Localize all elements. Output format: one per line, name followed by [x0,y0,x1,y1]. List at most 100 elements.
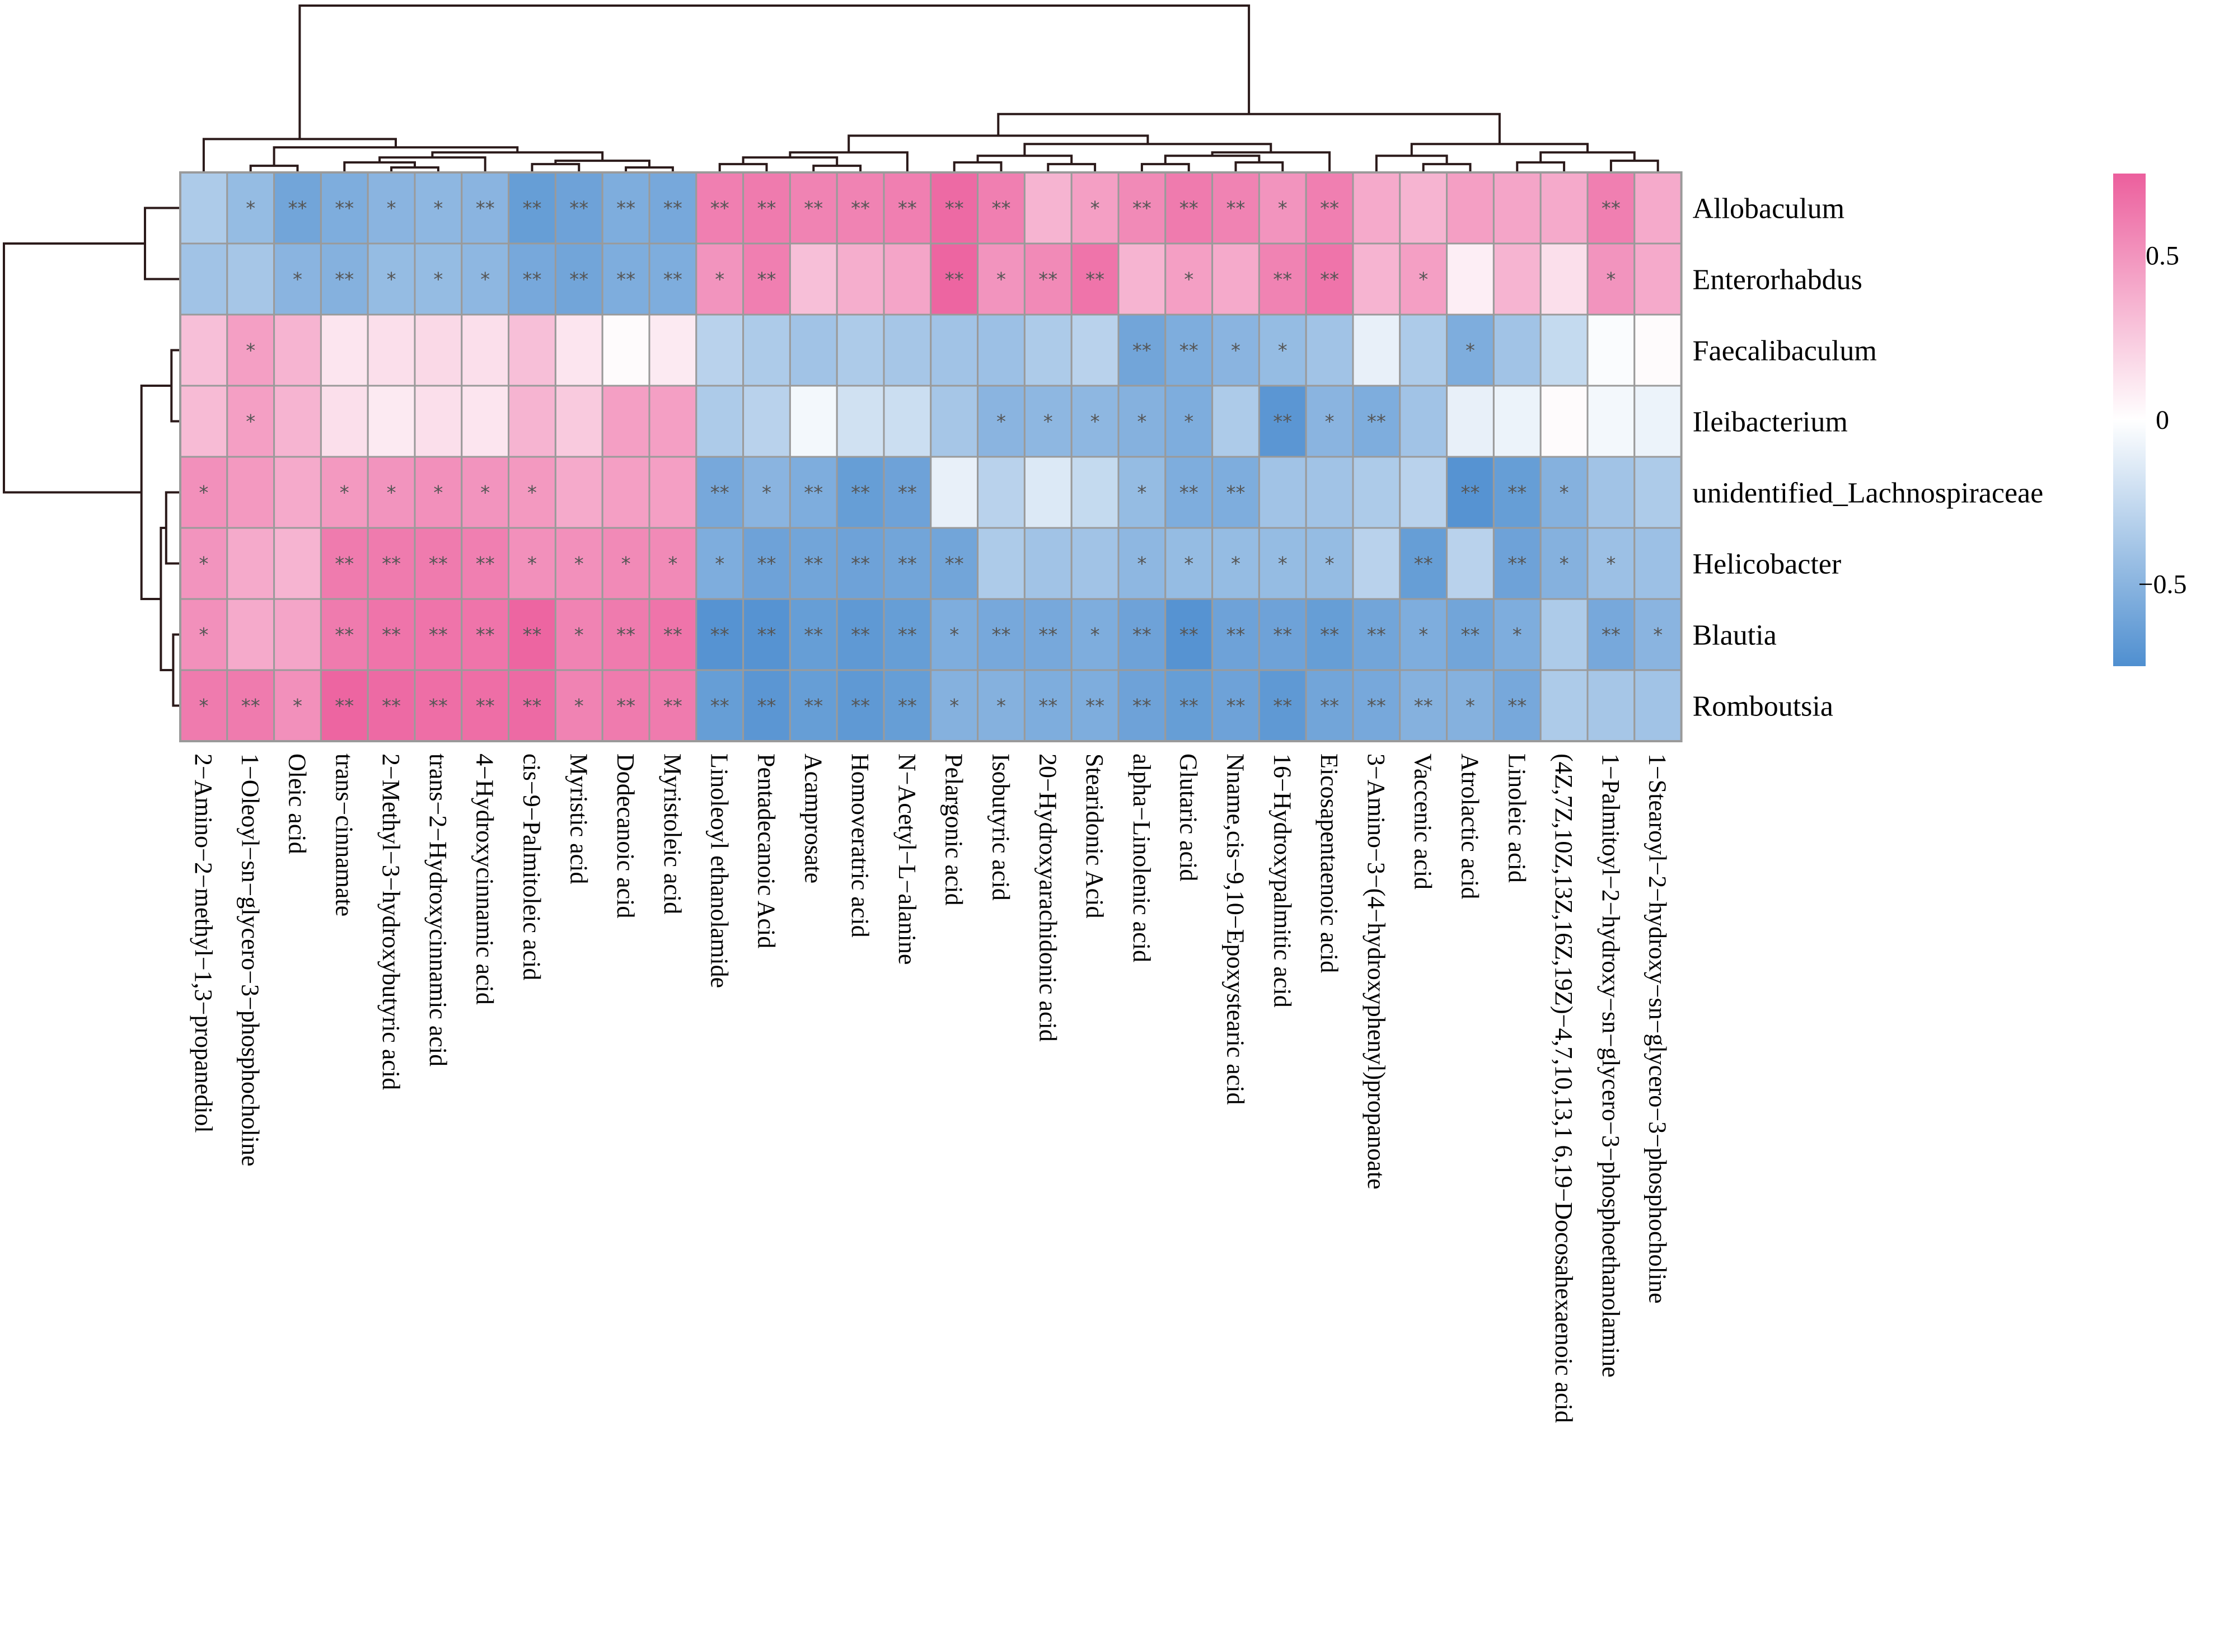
significance-mark: * [1231,340,1240,362]
heatmap-cell [977,669,1026,742]
heatmap-cell [1211,669,1260,742]
significance-mark: * [1184,269,1193,291]
significance-mark: ** [382,624,401,647]
heatmap-cell [273,313,322,387]
row-label: Allobaculum [1693,193,1845,225]
significance-mark: * [949,695,959,718]
significance-mark: ** [1461,482,1480,504]
significance-mark: ** [757,198,776,220]
significance-mark: ** [476,198,495,220]
significance-mark: ** [710,695,729,718]
heatmap-cell [1258,385,1307,458]
heatmap-cell [1586,669,1636,742]
heatmap-cell [226,598,275,671]
heatmap-cell [1399,385,1448,458]
significance-mark: ** [1179,340,1198,362]
heatmap-cell [1070,527,1120,600]
heatmap-cell [1258,171,1307,245]
heatmap-cell [1117,669,1167,742]
heatmap-cell [1399,669,1448,742]
heatmap-cell [648,385,697,458]
significance-mark: ** [616,624,635,647]
significance-mark: ** [1038,269,1057,291]
heatmap-cell [1539,242,1589,316]
significance-mark: * [1466,695,1475,718]
significance-mark: ** [288,198,307,220]
heatmap-cell [1539,385,1589,458]
significance-mark: * [1090,411,1100,433]
column-label: 1−Oleoyl−sn−glycero−3−phosphocholine [237,754,264,1167]
legend-tick-label: 0.5 [2146,241,2179,271]
heatmap-cell [1352,171,1401,245]
significance-mark: * [1606,269,1616,291]
row-labels: Allobaculum Enterorhabdus Faecalibaculum Il… [1693,193,2044,723]
heatmap-cell [1023,171,1073,245]
significance-mark: ** [429,553,448,575]
significance-mark: ** [476,624,495,647]
row-label: Blautia [1693,620,1777,652]
heatmap-cell [367,669,416,742]
column-label: 2−Amino−2−methyl−1,3−propanediol [190,754,217,1133]
significance-mark: ** [851,695,870,718]
significance-mark: * [996,695,1006,718]
heatmap-cell [695,456,745,529]
significance-mark: * [1278,553,1287,575]
heatmap-cell [1399,598,1448,671]
heatmap-cell [273,598,322,671]
heatmap-cell [1399,171,1448,245]
column-label: (4Z,7Z,10Z,13Z,16Z,19Z)−4,7,10,13,1 6,19… [1550,754,1577,1423]
heatmap-cell [789,242,838,316]
heatmap-cell [461,456,510,529]
significance-mark: ** [1320,624,1339,647]
significance-mark: ** [1461,624,1480,647]
column-label: Eicosapentaenoic acid [1315,754,1343,973]
heatmap-cell [601,669,650,742]
heatmap-cell [273,456,322,529]
significance-mark: ** [241,695,260,718]
heatmap-cell [1446,242,1495,316]
heatmap-cell [1586,527,1636,600]
significance-mark: * [199,482,208,504]
significance-mark: ** [663,695,682,718]
heatmap-cell [1492,313,1542,387]
column-label: Myristoleic acid [659,754,686,914]
heatmap-cell [1633,171,1683,245]
heatmap-cell [1164,456,1214,529]
heatmap-cell [883,171,932,245]
significance-mark: * [340,482,349,504]
significance-mark: * [1418,624,1428,647]
column-label: trans−cinnamate [330,754,358,916]
row-label: Enterorhabdus [1693,264,1862,296]
significance-mark: * [246,411,255,433]
heatmap-cell [1305,242,1354,316]
dendrogram-branch [3,242,145,494]
significance-mark: ** [1179,482,1198,504]
heatmap-cell [1164,313,1214,387]
dendrogram-branch [1609,160,1659,172]
significance-mark: ** [523,624,542,647]
heatmap-cell [508,385,556,458]
heatmap-cell [1305,171,1354,245]
significance-mark: ** [335,198,354,220]
significance-mark: ** [1273,411,1292,433]
column-label: N−Acetyl−L−alanine [893,754,921,965]
significance-mark: * [433,198,443,220]
heatmap-cell [695,598,745,671]
significance-mark: * [1278,198,1287,220]
heatmap-cell [414,598,463,671]
column-label: 3−Amino−3−(4−hydroxyphenyl)propanoate [1363,754,1390,1190]
significance-mark: ** [616,695,635,718]
dendrogram-branch [378,156,486,172]
heatmap-cell [1305,456,1354,529]
heatmap-cell [1539,171,1589,245]
significance-marks: * ** ** * * ** ** ** ** ** ** ** ** ** ** ** ** * ** ** ** * *… [199,198,1663,718]
significance-mark: ** [757,695,776,718]
heatmap-cell [1164,527,1214,600]
heatmap-cell [648,527,697,600]
significance-mark: ** [335,624,354,647]
heatmap-cell [461,385,510,458]
heatmap-cell [1633,456,1683,529]
heatmap-cell [930,598,979,671]
legend-ticks: 0.5 0 −0.5 [2138,241,2186,600]
